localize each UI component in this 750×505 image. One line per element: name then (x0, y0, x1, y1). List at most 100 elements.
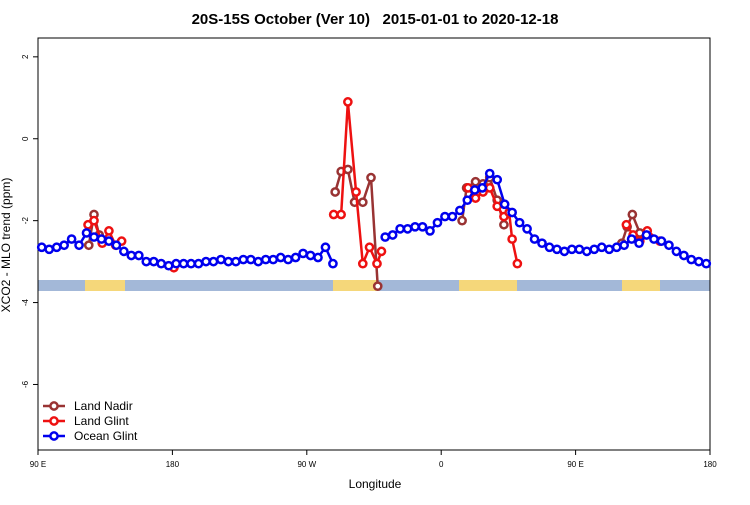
point (634, 238, 644, 249)
plot-frame (37, 37, 711, 451)
point (216, 254, 226, 265)
point (559, 246, 570, 257)
point (376, 246, 387, 257)
point (484, 168, 495, 179)
point (104, 236, 114, 246)
point (357, 258, 368, 269)
point (402, 223, 413, 234)
chart-title: 20S-15S October (Ver 10) 2015-01-01 to 2… (192, 11, 559, 28)
point (664, 240, 674, 251)
point (499, 219, 509, 230)
point (351, 187, 361, 197)
point (366, 172, 376, 183)
point (425, 226, 435, 236)
y-tick-label: 2 (21, 54, 30, 59)
point (514, 217, 525, 228)
point (320, 242, 331, 253)
land-strip (85, 280, 125, 291)
point (455, 205, 465, 216)
point (111, 240, 122, 251)
x-tick-label: 180 (166, 460, 180, 469)
point (231, 256, 241, 267)
point (410, 221, 420, 232)
point (343, 164, 353, 175)
legend-label: Land Nadir (74, 399, 133, 413)
point (522, 223, 532, 234)
point (387, 230, 398, 240)
point (66, 234, 77, 244)
point (171, 258, 181, 269)
point (671, 246, 682, 257)
point (470, 176, 481, 187)
point (372, 258, 382, 269)
point (305, 250, 316, 261)
point (679, 250, 689, 261)
point (621, 219, 632, 230)
x-tick-label: 90 E (30, 460, 46, 469)
legend-label: Land Glint (74, 414, 129, 428)
legend-marker (49, 431, 59, 441)
point (537, 238, 547, 249)
point (507, 234, 517, 244)
point (357, 197, 368, 208)
point (507, 207, 517, 218)
point (336, 209, 346, 220)
point (104, 226, 114, 236)
point (83, 240, 94, 251)
point (328, 258, 338, 269)
point (447, 211, 458, 222)
x-tick-label: 90 E (567, 460, 583, 469)
point (238, 254, 249, 265)
point (313, 252, 323, 263)
point (89, 215, 99, 226)
legend-label: Ocean Glint (74, 429, 138, 443)
point (574, 244, 585, 255)
point (512, 258, 523, 269)
point (126, 250, 137, 261)
point (581, 246, 592, 257)
point (148, 256, 159, 267)
point (626, 234, 637, 244)
point (51, 242, 62, 253)
point (492, 174, 503, 185)
point (619, 240, 629, 251)
point (253, 256, 264, 267)
point (275, 252, 286, 263)
point (89, 232, 99, 242)
point (649, 234, 659, 244)
land-strip (459, 280, 517, 291)
point (96, 234, 107, 244)
point (283, 254, 293, 265)
point (36, 242, 47, 253)
land-strip (622, 280, 660, 291)
point (567, 244, 577, 255)
point (499, 199, 510, 210)
point (201, 256, 211, 267)
y-axis-label: XCO2 - MLO trend (ppm) (0, 178, 13, 313)
land-strip (333, 280, 378, 291)
point (141, 256, 152, 267)
point (627, 209, 638, 220)
x-axis-label: Longitude (349, 477, 402, 491)
point (178, 258, 189, 269)
point (156, 258, 167, 269)
point (208, 256, 219, 267)
point (611, 242, 622, 253)
point (81, 228, 92, 238)
point (604, 244, 615, 255)
legend-marker (49, 416, 59, 426)
point (245, 254, 256, 265)
point (119, 246, 129, 257)
point (596, 242, 607, 253)
point (395, 223, 405, 234)
point (589, 244, 600, 255)
point (656, 236, 667, 246)
y-tick-label: -4 (21, 298, 30, 306)
point (193, 258, 204, 269)
point (693, 256, 704, 267)
y-tick-label: -2 (21, 217, 30, 225)
point (380, 232, 391, 242)
point (223, 256, 234, 267)
